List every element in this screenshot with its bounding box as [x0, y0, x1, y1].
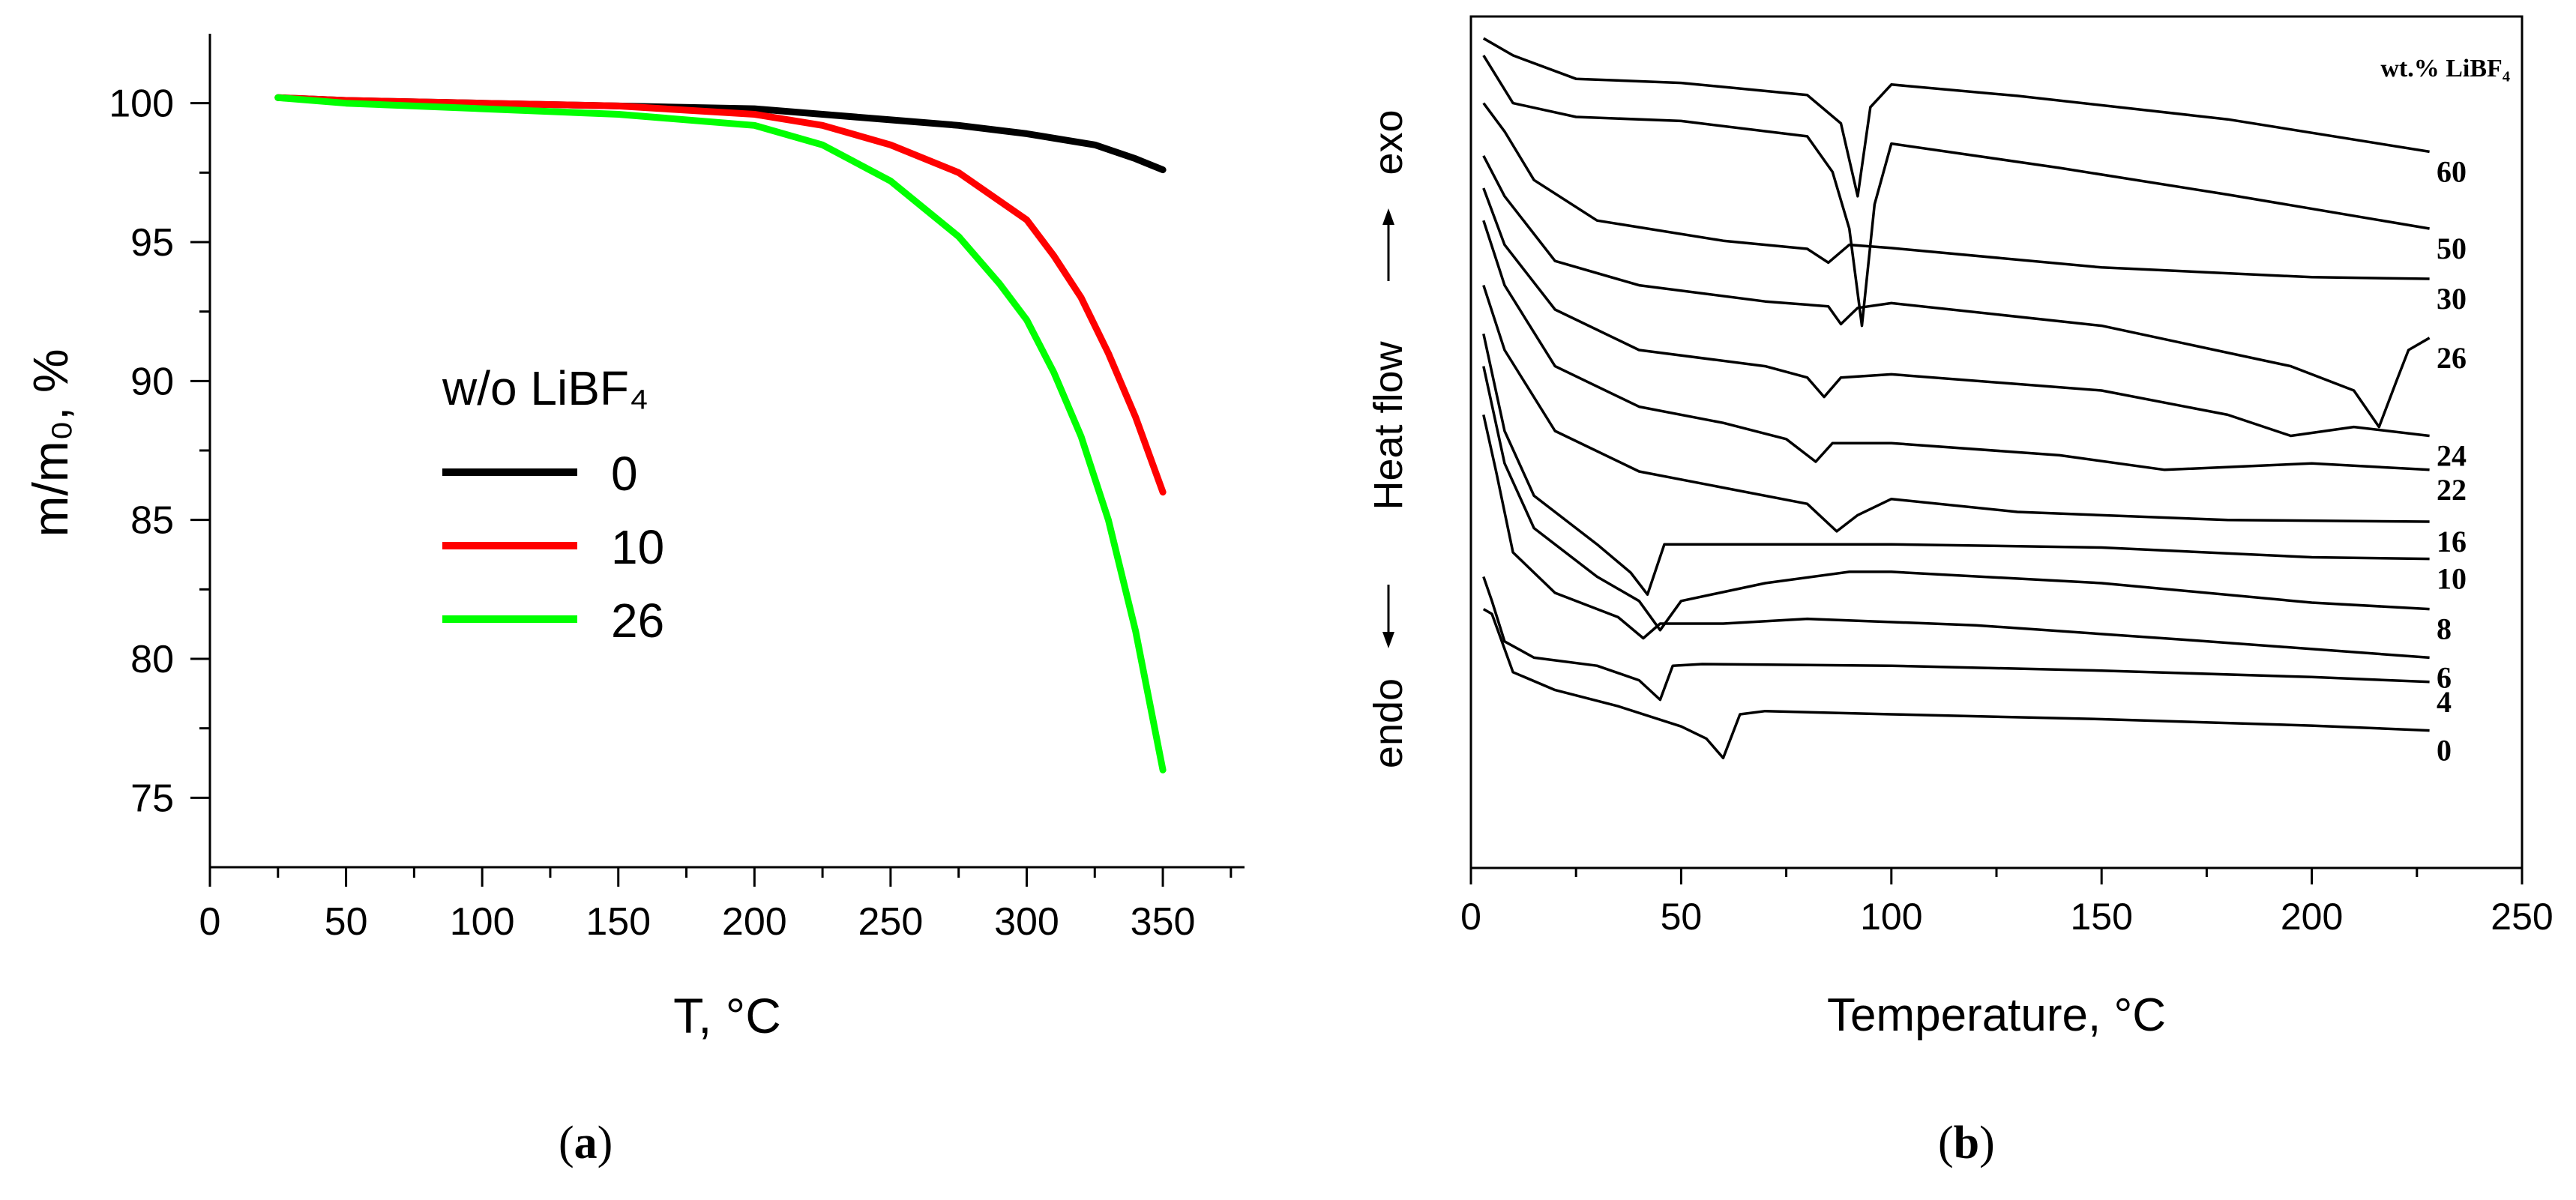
x-tick-label: 50 — [325, 900, 368, 944]
curve-24 — [1482, 187, 2430, 438]
curve-60 — [1482, 37, 2430, 198]
curve-50 — [1482, 54, 2430, 328]
curve-26 — [1482, 154, 2431, 429]
x-axis-label: Temperature, °C — [1827, 989, 2166, 1041]
curve-16 — [1482, 285, 2430, 533]
x-tick-label: 150 — [2070, 896, 2132, 938]
legend-label-26: 26 — [611, 594, 664, 648]
curve-label-0: 0 — [2437, 734, 2452, 768]
y-tick-label: 80 — [130, 638, 174, 681]
x-tick-label: 250 — [2491, 896, 2553, 938]
curve-10 — [1482, 334, 2430, 596]
y-axis-label-exo: exo — [1366, 109, 1411, 175]
curve-6 — [1482, 414, 2430, 660]
y-axis-label: m/m₀, % — [22, 349, 78, 537]
y-tick-label: 100 — [109, 82, 174, 126]
curve-label-4: 4 — [2437, 685, 2452, 719]
curve-label-30: 30 — [2437, 282, 2467, 316]
curve-label-10: 10 — [2437, 562, 2467, 596]
x-tick-label: 200 — [722, 900, 787, 944]
x-tick-label: 350 — [1131, 900, 1196, 944]
y-axis-label-heat-flow: Heat flow — [1366, 340, 1411, 510]
panel-label-a-text: a — [574, 1118, 598, 1169]
curve-4 — [1482, 576, 2430, 702]
x-tick-label: 200 — [2281, 896, 2343, 938]
series-line-26 — [274, 94, 1167, 774]
legend-label-0: 0 — [611, 447, 638, 501]
legend-label-10: 10 — [611, 520, 664, 574]
x-tick-label: 0 — [199, 900, 221, 944]
y-tick-label: 85 — [130, 499, 174, 543]
x-tick-label: 250 — [858, 900, 924, 944]
curve-label-24: 24 — [2437, 438, 2467, 472]
x-tick-label: 150 — [586, 900, 651, 944]
x-tick-label: 0 — [1460, 896, 1481, 938]
x-tick-label: 100 — [1860, 896, 1922, 938]
curve-label-50: 50 — [2437, 232, 2467, 265]
curve-0 — [1482, 608, 2430, 760]
legend: w/o LiBF₄ 0 10 26 — [442, 361, 664, 648]
y-axis-label-endo: endo — [1366, 678, 1411, 768]
curve-label-26: 26 — [2437, 341, 2467, 375]
panel-label-a: (a) — [559, 1118, 613, 1169]
panel-label-b-text: b — [1953, 1118, 1980, 1169]
y-tick-label: 95 — [130, 221, 174, 265]
legend-title: w/o LiBF₄ — [442, 361, 648, 415]
x-tick-label: 100 — [450, 900, 515, 944]
curve-label-8: 8 — [2437, 612, 2452, 646]
curve-8 — [1482, 366, 2430, 632]
curve-label-16: 16 — [2437, 525, 2467, 558]
plot-frame — [1469, 15, 2524, 869]
curve-label-60: 60 — [2437, 154, 2467, 188]
curve-label-6: 6 — [2437, 660, 2452, 694]
legend-title: wt.% LiBF₄ — [2380, 55, 2510, 82]
panel-label-b: (b) — [1938, 1118, 1995, 1169]
curve-30 — [1482, 102, 2430, 280]
heat-flow-arrows — [1382, 208, 1394, 648]
y-tick-label: 75 — [130, 777, 174, 820]
x-axis-label: T, °C — [673, 988, 781, 1043]
y-tick-label: 90 — [130, 360, 174, 403]
curve-22 — [1482, 220, 2430, 471]
series-line-10 — [274, 94, 1167, 496]
arrow-down-head — [1382, 632, 1394, 648]
arrow-up-head — [1382, 208, 1394, 225]
x-tick-label: 50 — [1661, 896, 1703, 938]
x-tick-label: 300 — [994, 900, 1059, 944]
curve-label-22: 22 — [2437, 473, 2467, 507]
y-axis-label: endo Heat flow exo — [1366, 109, 1411, 768]
